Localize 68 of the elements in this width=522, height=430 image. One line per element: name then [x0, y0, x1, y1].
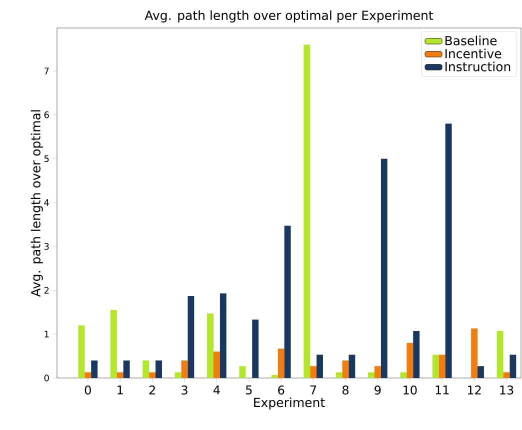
y-tick-label: 6 [44, 111, 49, 118]
x-tick-label: 4 [213, 386, 220, 394]
bar [252, 320, 259, 378]
bar [181, 360, 188, 378]
bar [413, 331, 420, 378]
x-tick-label: 6 [278, 386, 284, 395]
bar [174, 372, 182, 378]
bar [278, 348, 284, 378]
bar [123, 360, 130, 378]
bar [496, 331, 504, 378]
chart-title: Avg. path length over optimal per Experiment [144, 10, 434, 22]
bar [316, 354, 323, 378]
bar [432, 354, 439, 378]
bar [149, 372, 156, 378]
bar [84, 372, 92, 378]
bar [342, 360, 349, 378]
bar [207, 314, 214, 378]
bar [445, 124, 452, 378]
bar [116, 372, 124, 378]
x-tick-label: 0 [84, 386, 91, 395]
x-tick-label: 8 [342, 386, 348, 395]
bar [380, 158, 388, 378]
bar [510, 354, 516, 378]
bar [304, 44, 310, 378]
bar [348, 354, 356, 378]
x-axis-title: Experiment [254, 397, 325, 410]
bar [503, 372, 510, 378]
bar [156, 360, 162, 378]
x-tick-label: 1 [118, 386, 123, 394]
y-tick-label: 3 [44, 243, 49, 250]
bar [406, 342, 414, 378]
bar [188, 296, 194, 378]
y-tick-label: 5 [44, 155, 49, 162]
x-tick-label: 9 [374, 386, 381, 395]
bar [471, 328, 478, 378]
y-tick-label: 1 [44, 330, 49, 338]
x-tick-label: 5 [246, 386, 252, 394]
bar [284, 226, 291, 378]
bar [478, 366, 484, 378]
legend-label: Instruction [445, 62, 510, 72]
bar [310, 366, 317, 378]
bar [400, 372, 407, 378]
y-tick-label: 4 [44, 199, 49, 206]
y-axis-title: Avg. path length over optimal [30, 110, 43, 297]
y-tick-label: 2 [44, 286, 49, 294]
x-tick-label: 10 [404, 386, 417, 395]
bar [438, 354, 446, 378]
x-tick-label: 7 [310, 386, 316, 394]
bar [271, 374, 278, 378]
bar [239, 366, 246, 378]
bar [336, 372, 342, 378]
legend-label: Baseline [445, 36, 497, 46]
bar [368, 372, 374, 378]
bar [142, 360, 150, 378]
x-tick-label: 11 [436, 386, 449, 394]
x-tick-label: 12 [468, 386, 481, 394]
bar [220, 293, 226, 378]
bar [110, 310, 117, 378]
y-tick-label: 7 [44, 68, 49, 74]
bar [213, 352, 220, 378]
x-tick-label: 2 [149, 386, 155, 394]
x-tick-label: 13 [500, 386, 514, 395]
bar [78, 325, 85, 378]
bar [91, 360, 98, 378]
y-tick-label: 0 [44, 374, 49, 382]
legend-label: Incentive [445, 48, 502, 58]
bar [374, 366, 381, 378]
x-tick-label: 3 [182, 386, 188, 395]
